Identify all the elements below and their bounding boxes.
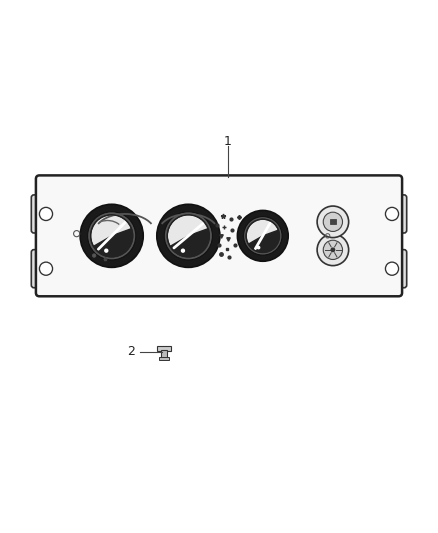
- Circle shape: [167, 215, 209, 257]
- FancyBboxPatch shape: [32, 249, 60, 288]
- Circle shape: [80, 204, 143, 268]
- Circle shape: [164, 212, 212, 260]
- Circle shape: [331, 248, 335, 252]
- Circle shape: [91, 215, 133, 257]
- FancyBboxPatch shape: [378, 195, 407, 233]
- Polygon shape: [93, 229, 133, 257]
- Circle shape: [244, 216, 282, 255]
- FancyBboxPatch shape: [36, 175, 402, 296]
- Text: 1: 1: [224, 135, 232, 148]
- Circle shape: [317, 234, 349, 265]
- Bar: [159, 357, 169, 360]
- Polygon shape: [170, 229, 209, 257]
- Circle shape: [385, 207, 399, 221]
- Circle shape: [92, 254, 96, 257]
- FancyBboxPatch shape: [32, 195, 60, 233]
- Polygon shape: [248, 230, 279, 253]
- Circle shape: [317, 206, 349, 238]
- Circle shape: [385, 262, 399, 275]
- Circle shape: [157, 204, 220, 268]
- Circle shape: [323, 240, 343, 260]
- Bar: [161, 350, 167, 359]
- Circle shape: [88, 212, 136, 260]
- Circle shape: [39, 207, 53, 221]
- Circle shape: [181, 249, 184, 252]
- Bar: [157, 346, 171, 351]
- Circle shape: [323, 212, 343, 231]
- Circle shape: [105, 249, 108, 252]
- Circle shape: [258, 246, 260, 249]
- Text: 2: 2: [127, 345, 135, 358]
- Circle shape: [237, 211, 288, 261]
- Circle shape: [39, 262, 53, 275]
- Circle shape: [246, 219, 279, 253]
- Bar: [330, 219, 336, 224]
- FancyBboxPatch shape: [378, 249, 407, 288]
